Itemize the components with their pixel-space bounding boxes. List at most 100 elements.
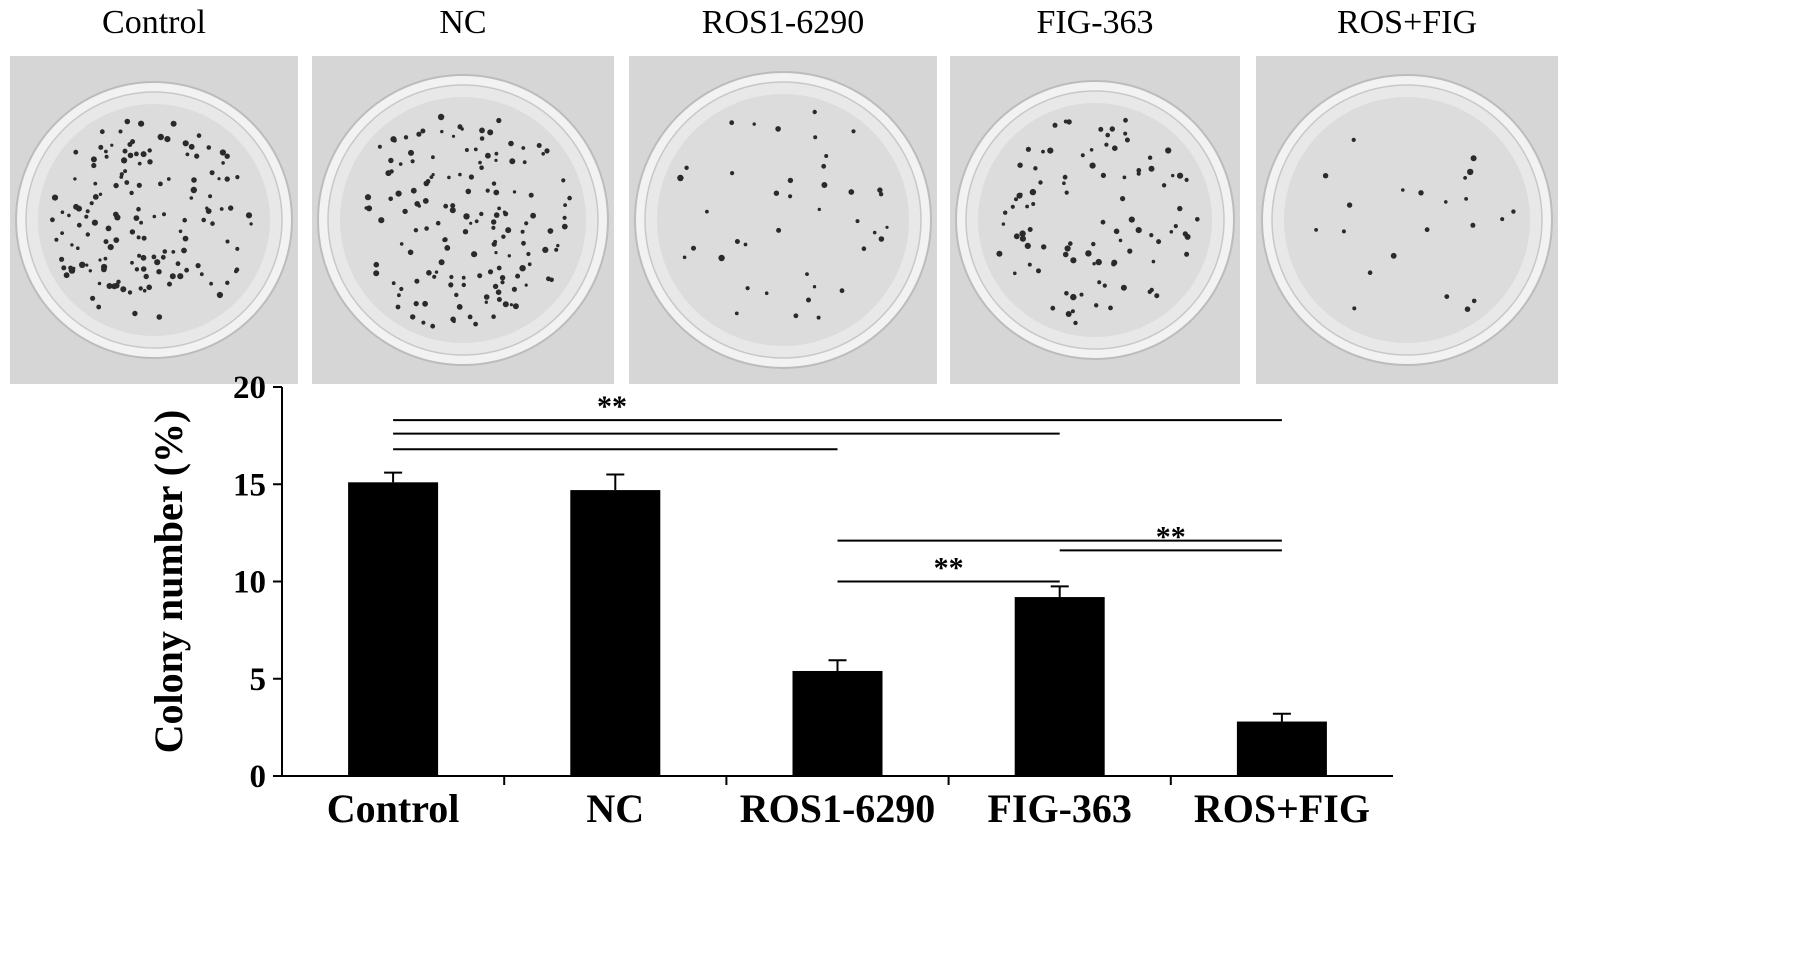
colony-dot <box>1062 174 1068 180</box>
colony-dot <box>1091 241 1096 247</box>
colony-dot <box>469 221 473 225</box>
colony-dot <box>1024 242 1031 249</box>
colony-dot <box>494 158 498 162</box>
colony-dot <box>1025 146 1031 152</box>
colony-dots <box>1314 137 1516 312</box>
colony-dot <box>497 206 501 211</box>
colony-dot <box>191 177 197 183</box>
colony-dot <box>787 177 794 184</box>
colony-dot <box>1195 217 1200 222</box>
colony-dot <box>464 148 469 152</box>
colony-dot <box>210 221 215 226</box>
panel-label-nc: NC <box>439 4 487 41</box>
colony-dot <box>1136 168 1142 173</box>
colony-dot <box>1108 305 1113 311</box>
dish-medium <box>657 94 909 346</box>
colony-dot <box>501 234 506 239</box>
colony-dot <box>479 211 484 217</box>
colony-dot <box>1173 224 1178 229</box>
colony-dot <box>158 181 163 187</box>
colony-dot <box>138 120 145 127</box>
colony-dot <box>388 157 394 164</box>
colony-dot <box>426 270 432 276</box>
colony-dot <box>73 149 79 155</box>
colony-dot <box>92 194 99 200</box>
dish-medium <box>978 103 1212 337</box>
colony-dot <box>1013 271 1017 276</box>
colony-dot <box>389 169 394 174</box>
colony-dot <box>162 249 168 254</box>
colony-dots <box>996 117 1200 326</box>
colony-dot <box>1156 239 1162 245</box>
colony-dot <box>473 147 478 152</box>
colony-dot <box>51 194 59 201</box>
colony-dot <box>235 246 240 251</box>
colony-dot <box>377 144 382 149</box>
colony-dot <box>502 210 507 214</box>
colony-dot <box>567 195 572 201</box>
colony-dot <box>437 113 445 121</box>
colony-dot <box>89 201 94 206</box>
colony-dot <box>1019 192 1023 197</box>
colony-dot <box>392 138 397 143</box>
panel-label-ros1-6290: ROS1-6290 <box>701 4 865 41</box>
colony-dot <box>182 217 187 223</box>
colony-dot <box>133 215 140 222</box>
colony-dot <box>1123 117 1128 123</box>
colony-dot <box>487 129 494 136</box>
colony-dot <box>156 314 163 320</box>
colony-dot <box>451 134 456 138</box>
x-category-label: FIG-363 <box>987 786 1131 831</box>
colony-dot <box>562 215 567 220</box>
colony-dot <box>805 272 809 276</box>
colony-dot <box>91 162 97 169</box>
colony-dot <box>1314 228 1318 232</box>
colony-dot <box>130 260 134 265</box>
colony-dot <box>423 180 430 187</box>
colony-dot <box>454 292 459 298</box>
colony-dot <box>373 261 380 268</box>
colony-dot <box>494 151 499 156</box>
panel-label-control: Control <box>102 4 206 41</box>
colony-dots <box>50 118 253 320</box>
y-tick-label: 10 <box>233 565 266 601</box>
colony-dot <box>118 129 123 134</box>
colony-dot <box>479 165 484 170</box>
colony-dot <box>512 190 517 194</box>
colony-dot <box>422 300 428 307</box>
colony-dot <box>456 304 463 310</box>
colony-dot <box>1128 216 1135 223</box>
colony-dot <box>175 261 181 267</box>
colony-dot <box>196 133 202 138</box>
colony-dot <box>138 286 143 291</box>
colony-dot <box>1124 137 1130 143</box>
colony-dot <box>511 286 517 292</box>
colony-dot <box>104 154 109 159</box>
colony-dot <box>467 314 473 320</box>
colony-dot <box>443 203 449 209</box>
colony-dot <box>448 282 454 288</box>
colony-dot <box>416 131 422 137</box>
colony-dot <box>79 261 86 268</box>
colony-dot <box>496 265 502 271</box>
colony-dot <box>209 170 215 176</box>
colony-dot <box>434 270 439 274</box>
colony-dot <box>1062 181 1066 185</box>
colony-dot <box>1322 173 1329 179</box>
colony-dot <box>1424 227 1430 233</box>
colony-dot <box>1050 305 1056 311</box>
colony-dot <box>1029 188 1037 196</box>
colony-dot <box>424 226 429 231</box>
colony-dot <box>169 273 176 280</box>
colony-dot <box>136 206 141 212</box>
colony-dot <box>60 231 64 236</box>
colony-dot <box>1025 204 1029 209</box>
colony-dot <box>124 180 130 185</box>
colony-dot <box>1079 292 1084 297</box>
colony-dot <box>450 203 456 209</box>
colony-dot <box>366 205 373 212</box>
colony-dot <box>129 190 134 196</box>
colony-dot <box>136 182 142 188</box>
colony-dot <box>182 140 189 147</box>
significance-label: ** <box>597 390 627 423</box>
